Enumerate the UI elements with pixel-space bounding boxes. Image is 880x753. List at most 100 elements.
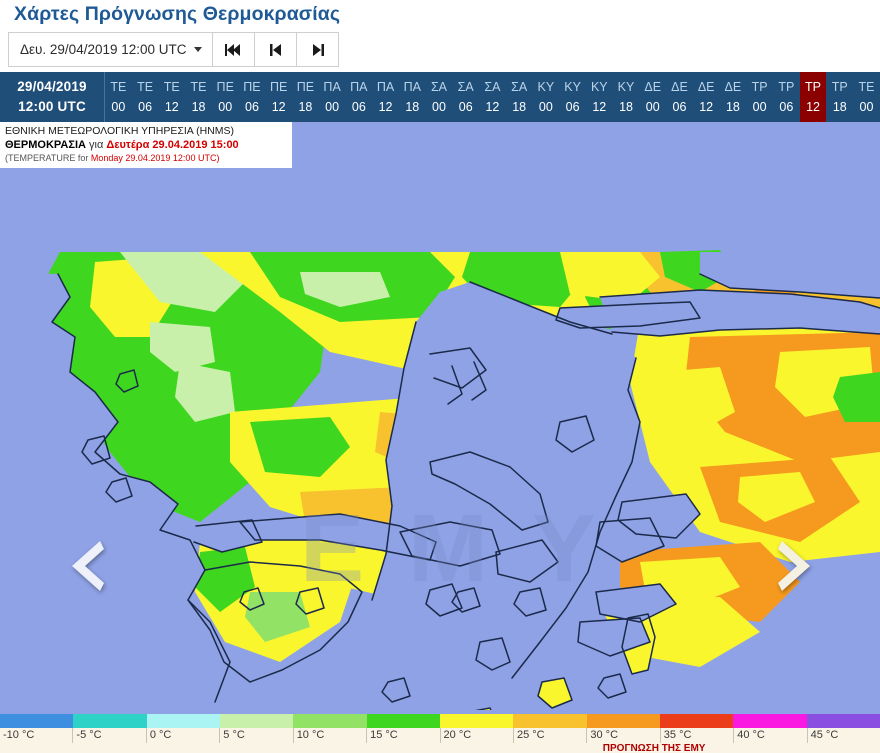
timeline-step[interactable]: ΤΡ 18 [826, 72, 853, 122]
timeline-step-day: ΠΑ [323, 80, 341, 94]
step-backward-icon [269, 43, 283, 57]
timeline-step-day: ΤΡ [778, 80, 795, 94]
timeline-step[interactable]: ΠΕ 06 [239, 72, 266, 122]
timeline-step[interactable]: ΣΑ 06 [452, 72, 479, 122]
timeline-step-hour: 18 [725, 100, 740, 114]
timeline-step-day: ΠΕ [243, 80, 261, 94]
colorbar-tick: 0 °C [145, 728, 219, 743]
timeline-step[interactable]: ΤΕ 06 [132, 72, 159, 122]
caption-agency: ΕΘΝΙΚΗ ΜΕΤΕΩΡΟΛΟΓΙΚΗ ΥΠΗΡΕΣΙΑ (HNMS) [5, 125, 234, 137]
step-backward-button[interactable] [255, 32, 297, 67]
timeline-step-day: ΣΑ [511, 80, 528, 94]
map-caption-box: ΕΘΝΙΚΗ ΜΕΤΕΩΡΟΛΟΓΙΚΗ ΥΠΗΡΕΣΙΑ (HNMS) ΘΕΡ… [0, 122, 292, 168]
timeline-step-hour: 12 [271, 100, 286, 114]
caption-for-word: για [89, 139, 104, 151]
colorbar-swatch [146, 714, 220, 728]
timeline-step[interactable]: ΠΕ 18 [292, 72, 319, 122]
colorbar-tick: 30 °C [586, 728, 659, 743]
timeline-step-day: ΚΥ [617, 80, 635, 94]
date-time-select[interactable]: Δευ. 29/04/2019 12:00 UTC [8, 32, 213, 67]
timeline-step[interactable]: ΣΑ 18 [506, 72, 533, 122]
timeline-step-hour: 18 [191, 100, 206, 114]
timeline-step[interactable]: ΔΕ 00 [639, 72, 666, 122]
colorbar-tick: 45 °C [806, 728, 880, 743]
timeline-step-day: ΚΥ [537, 80, 555, 94]
caption-english-date: Monday 29.04.2019 12:00 UTC) [90, 153, 220, 163]
timeline-step-hour: 12 [485, 100, 500, 114]
timeline-step-hour: 18 [298, 100, 313, 114]
timeline-step[interactable]: ΚΥ 12 [586, 72, 613, 122]
colorbar-swatch [586, 714, 660, 728]
timeline-step-hour: 06 [565, 100, 580, 114]
caption-english-prefix: (TEMPERATURE for [5, 153, 89, 163]
timeline-step[interactable]: ΔΕ 12 [693, 72, 720, 122]
step-forward-button[interactable] [297, 32, 339, 67]
timeline-step[interactable]: ΠΕ 12 [265, 72, 292, 122]
timeline-current-datetime: 29/04/2019 12:00 UTC [0, 72, 105, 122]
timeline-step[interactable]: ΔΕ 18 [720, 72, 747, 122]
skip-to-first-button[interactable] [213, 32, 255, 67]
colorbar-top-edge [0, 710, 880, 714]
next-map-arrow[interactable] [778, 537, 812, 600]
timeline-step[interactable]: ΚΥ 06 [559, 72, 586, 122]
timeline-step[interactable]: ΠΑ 00 [319, 72, 346, 122]
timeline-step[interactable]: ΤΕ 00 [853, 72, 880, 122]
timeline-current-date: 29/04/2019 [17, 79, 87, 94]
step-forward-icon [311, 43, 325, 57]
chevron-left-icon [70, 541, 104, 599]
timeline-step[interactable]: ΣΑ 00 [426, 72, 453, 122]
colorbar-tick: -5 °C [72, 728, 145, 743]
timeline-step-hour: 00 [111, 100, 126, 114]
map-toolbar: Δευ. 29/04/2019 12:00 UTC [8, 32, 339, 67]
timeline-step-day: ΠΑ [403, 80, 421, 94]
timeline-step-day: ΣΑ [484, 80, 501, 94]
temperature-colorbar: -10 °C -5 °C 0 °C 5 °C 10 °C 15 °C 20 °C 25 °C 3… [0, 710, 880, 753]
timeline-step[interactable]: ΣΑ 12 [479, 72, 506, 122]
timeline-step[interactable]: ΤΡ 06 [773, 72, 800, 122]
forecast-map[interactable]: ΕΜΥ ΕΘΝΙΚΗ ΜΕΤΕΩΡΟΛΟΓΙΚΗ ΥΠΗΡΕΣΙΑ (HNMS)… [0, 122, 880, 710]
colorbar-tick-labels: -10 °C -5 °C 0 °C 5 °C 10 °C 15 °C 20 °C 25 °C 3… [0, 728, 880, 743]
timeline-step[interactable]: ΤΕ 00 [105, 72, 132, 122]
timeline-step-day: ΤΕ [137, 80, 154, 94]
timeline-step-day: ΤΕ [163, 80, 180, 94]
timeline-step-day: ΠΕ [269, 80, 288, 94]
colorbar-tick: 10 °C [292, 728, 366, 743]
timeline-step-hour: 12 [699, 100, 714, 114]
timeline-step-day: ΤΡ [831, 80, 848, 94]
timeline-step[interactable]: ΚΥ 00 [533, 72, 560, 122]
caption-datetime: Δευτέρα 29.04.2019 15:00 [106, 139, 239, 151]
timeline-step[interactable]: ΤΕ 12 [158, 72, 185, 122]
timeline-step[interactable]: ΠΑ 12 [372, 72, 399, 122]
timeline-step-hour: 06 [351, 100, 366, 114]
timeline-step-day: ΔΕ [671, 80, 688, 94]
colorbar-swatch [73, 714, 147, 728]
timeline-step-hour: 00 [645, 100, 660, 114]
timeline-step[interactable]: ΠΕ 00 [212, 72, 239, 122]
timeline-step-hour: 18 [619, 100, 633, 114]
caption-parameter: ΘΕΡΜΟΚΡΑΣΙΑ [5, 139, 86, 151]
timeline-current-time: 12:00 UTC [18, 99, 86, 114]
previous-map-arrow[interactable] [70, 537, 104, 600]
timeline-steps: ΤΕ 00 ΤΕ 06 ΤΕ 12 ΤΕ 18 ΠΕ 00 ΠΕ 06 ΠΕ 12 ΠΕ 18 ΠΑ 00 ΠΑ 06… [105, 72, 880, 122]
timeline-step-hour: 06 [245, 100, 259, 114]
timeline-step-hour: 18 [832, 100, 847, 114]
timeline-step[interactable]: ΔΕ 06 [666, 72, 693, 122]
timeline-step-hour: 00 [325, 100, 340, 114]
timeline-step[interactable]: ΠΑ 18 [399, 72, 426, 122]
timeline-step-hour: 06 [138, 100, 153, 114]
timeline-step[interactable]: ΤΕ 18 [185, 72, 212, 122]
caption-parameter-line: ΘΕΡΜΟΚΡΑΣΙΑ για Δευτέρα 29.04.2019 15:00 [5, 138, 287, 152]
colorbar-tick: 5 °C [219, 728, 292, 743]
timeline-step-hour: 06 [458, 100, 473, 114]
colorbar-tick: 20 °C [439, 728, 513, 743]
timeline-step[interactable]: ΤΡ 00 [746, 72, 773, 122]
timeline-step-day: ΚΥ [564, 80, 581, 94]
timeline-step[interactable]: ΠΑ 06 [345, 72, 372, 122]
colorbar-swatch [513, 714, 587, 728]
timeline-step-day: ΤΡ [805, 80, 822, 94]
timeline-step-day: ΣΑ [430, 80, 448, 94]
timeline-step-day: ΤΕ [858, 80, 875, 94]
colorbar-tick: -10 °C [3, 729, 35, 741]
timeline-step[interactable]: ΚΥ 18 [613, 72, 640, 122]
timeline-step[interactable]: ΤΡ 12 [799, 72, 827, 122]
